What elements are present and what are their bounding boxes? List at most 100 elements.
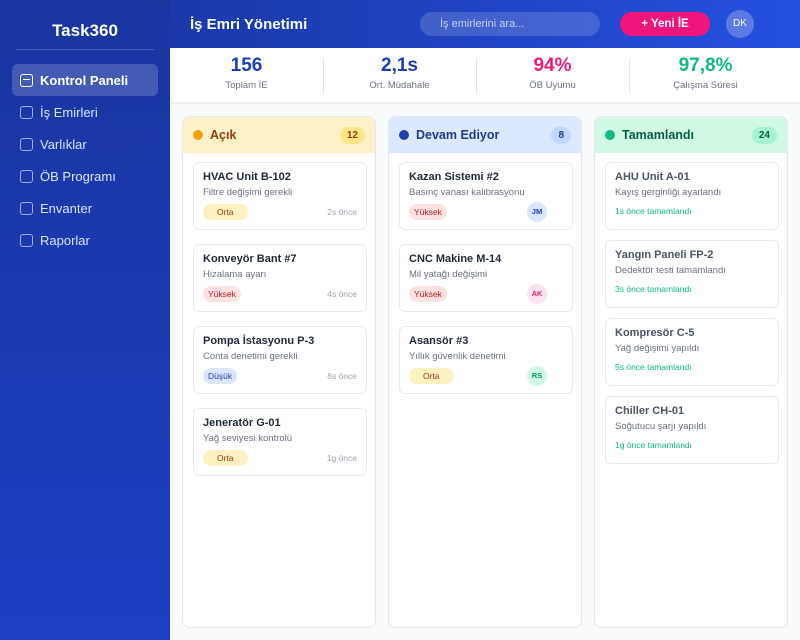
checkbox-icon [20, 233, 33, 247]
status-dot-icon [193, 130, 203, 140]
card-footer: 1g önce tamamlandı [615, 437, 769, 453]
card-title: Asansör #3 [409, 335, 469, 347]
stat-total: 156 Toplam İE [170, 48, 323, 102]
sidebar-item-reports[interactable]: Raporlar [12, 224, 158, 256]
stat-value: 2,1s [381, 55, 418, 76]
column-count-badge: 8 [551, 126, 571, 144]
work-order-card[interactable]: Pompa İstasyonu P-3 Conta denetimi gerek… [193, 326, 367, 394]
stat-response: 2,1s Ort. Müdahale [323, 48, 476, 102]
time-ago: 4s önce [327, 289, 357, 299]
user-avatar[interactable]: DK [726, 10, 754, 38]
work-order-card[interactable]: HVAC Unit B-102 Filtre değişimi gerekli … [193, 162, 367, 230]
card-footer: Yüksek JM [409, 202, 563, 222]
status-dot-icon [605, 130, 615, 140]
card-description: Basınç vanası kalibrasyonu [409, 187, 525, 198]
card-description: Hizalama ayarı [203, 269, 267, 280]
column-title: Tamamlandı [622, 128, 695, 142]
card-footer: Orta 1g önce [203, 450, 357, 466]
stat-value: 97,8% [678, 55, 733, 76]
priority-badge: Düşük [203, 368, 238, 384]
time-ago: 6s önce [327, 371, 357, 381]
card-description: Dedektör testi tamamlandı [615, 265, 726, 276]
card-footer: Orta RS [409, 366, 563, 386]
card-description: Conta denetimi gerekli [203, 351, 298, 362]
sidebar-item-pm-schedule[interactable]: ÖB Programı [12, 160, 158, 192]
card-description: Yağ seviyesi kontrolü [203, 433, 293, 444]
checkbox-icon [20, 105, 33, 119]
card-description: Yağ değişimi yapıldı [615, 343, 700, 354]
card-description: Mil yatağı değişimi [409, 269, 488, 280]
checkbox-icon [20, 169, 33, 183]
sidebar-item-label: Varlıklar [40, 136, 87, 152]
column-count-badge: 24 [751, 126, 777, 144]
sidebar-item-label: Kontrol Paneli [40, 72, 129, 88]
work-order-card[interactable]: Yangın Paneli FP-2 Dedektör testi tamaml… [605, 240, 779, 308]
column-header: Açık 12 [183, 117, 375, 153]
card-footer: 1s önce tamamlandı [615, 203, 769, 219]
card-footer: 5s önce tamamlandı [615, 359, 769, 375]
card-title: Kompresör C-5 [615, 327, 695, 339]
sidebar-item-work-orders[interactable]: İş Emirleri [12, 96, 158, 128]
sidebar: Task360 Kontrol Paneli İş Emirleri Varlı… [0, 0, 170, 640]
card-footer: Orta 2s önce [203, 204, 357, 220]
sidebar-nav: Kontrol Paneli İş Emirleri Varlıklar ÖB … [12, 64, 158, 256]
column-title: Devam Ediyor [416, 128, 500, 142]
status-dot-icon [399, 130, 409, 140]
card-title: Yangın Paneli FP-2 [615, 249, 714, 261]
stat-value: 94% [533, 55, 572, 76]
assignee-avatar[interactable]: JM [527, 202, 547, 222]
card-description: Kayış gerginliği ayarlandı [615, 187, 722, 198]
search-input[interactable]: İş emirlerini ara... [420, 12, 600, 36]
stat-label: Çalışma Süresi [673, 80, 738, 91]
card-title: AHU Unit A-01 [615, 171, 690, 183]
time-ago: 2s önce [327, 207, 357, 217]
stat-pm-compliance: 94% ÖB Uyumu [476, 48, 629, 102]
priority-badge: Yüksek [203, 286, 241, 302]
stat-label: ÖB Uyumu [529, 80, 576, 91]
assignee-avatar[interactable]: AK [527, 284, 547, 304]
work-order-card[interactable]: AHU Unit A-01 Kayış gerginliği ayarlandı… [605, 162, 779, 230]
stat-uptime: 97,8% Çalışma Süresi [629, 48, 782, 102]
work-order-card[interactable]: Chiller CH-01 Soğutucu şarjı yapıldı 1g … [605, 396, 779, 464]
assignee-avatar[interactable]: RS [527, 366, 547, 386]
sidebar-item-assets[interactable]: Varlıklar [12, 128, 158, 160]
card-description: Soğutucu şarjı yapıldı [615, 421, 707, 432]
priority-badge: Orta [203, 204, 248, 220]
work-order-card[interactable]: Konveyör Bant #7 Hizalama ayarı Yüksek 4s… [193, 244, 367, 312]
card-title: Kazan Sistemi #2 [409, 171, 499, 183]
completed-time: 1s önce tamamlandı [615, 206, 692, 216]
column-2: Tamamlandı 24 AHU Unit A-01 Kayış gergin… [594, 116, 788, 628]
column-0: Açık 12 HVAC Unit B-102 Filtre değişimi … [182, 116, 376, 628]
work-order-card[interactable]: Jeneratör G-01 Yağ seviyesi kontrolü Ort… [193, 408, 367, 476]
work-order-card[interactable]: Kompresör C-5 Yağ değişimi yapıldı 5s ön… [605, 318, 779, 386]
checkbox-icon [20, 137, 33, 151]
new-work-order-button[interactable]: + Yeni İE [620, 12, 710, 36]
completed-time: 5s önce tamamlandı [615, 362, 692, 372]
column-header: Devam Ediyor 8 [389, 117, 581, 153]
checkbox-icon [20, 201, 33, 215]
priority-badge: Orta [409, 368, 454, 384]
card-title: HVAC Unit B-102 [203, 171, 291, 183]
stats-bar: 156 Toplam İE 2,1s Ort. Müdahale 94% ÖB Uyu… [170, 48, 800, 104]
work-order-card[interactable]: Kazan Sistemi #2 Basınç vanası kalibrasy… [399, 162, 573, 230]
stat-label: Ort. Müdahale [369, 80, 430, 91]
card-footer: Düşük 6s önce [203, 368, 357, 384]
stat-value: 156 [230, 55, 263, 76]
card-title: Konveyör Bant #7 [203, 253, 297, 265]
sidebar-item-dashboard[interactable]: Kontrol Paneli [12, 64, 158, 96]
work-order-card[interactable]: Asansör #3 Yıllık güvenlik denetimi Orta… [399, 326, 573, 394]
completed-time: 1g önce tamamlandı [615, 440, 693, 450]
card-footer: Yüksek AK [409, 284, 563, 304]
sidebar-item-label: Envanter [40, 200, 93, 216]
priority-badge: Yüksek [409, 286, 447, 302]
column-1: Devam Ediyor 8 Kazan Sistemi #2 Basınç v… [388, 116, 582, 628]
card-footer: 3s önce tamamlandı [615, 281, 769, 297]
card-description: Filtre değişimi gerekli [203, 187, 293, 198]
card-description: Yıllık güvenlik denetimi [409, 351, 506, 362]
work-order-card[interactable]: CNC Makine M-14 Mil yatağı değişimi Yüks… [399, 244, 573, 312]
time-ago: 1g önce [326, 453, 357, 463]
card-title: Chiller CH-01 [615, 405, 685, 417]
dashboard-icon [20, 73, 33, 87]
card-footer: Yüksek 4s önce [203, 286, 357, 302]
sidebar-item-inventory[interactable]: Envanter [12, 192, 158, 224]
